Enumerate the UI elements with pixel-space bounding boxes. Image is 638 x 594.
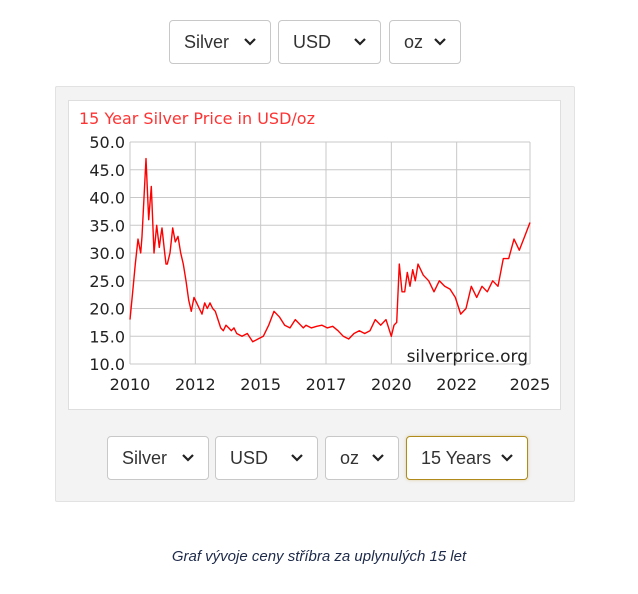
x-tick-label: 2020: [371, 375, 412, 394]
x-tick-label: 2015: [240, 375, 281, 394]
y-tick-label: 45.0: [89, 161, 125, 180]
chart-watermark: silverprice.org: [407, 347, 528, 367]
x-tick-label: 2017: [306, 375, 347, 394]
y-axis-ticks: 10.0 15.0 20.0 25.0 30.0 35.0 40.0 45.0 50.0: [89, 133, 125, 374]
chart-caption: Graf vývoje ceny stříbra za uplynulých 1…: [171, 548, 467, 565]
chevron-down-icon: [372, 454, 384, 462]
metal-select-top[interactable]: Silver: [169, 20, 271, 64]
y-tick-label: 50.0: [89, 133, 125, 152]
currency-select-bottom-value: USD: [230, 447, 269, 468]
period-select-value: 15 Years: [421, 447, 492, 468]
chevron-down-icon: [354, 38, 366, 46]
chevron-down-icon: [182, 454, 194, 462]
y-tick-label: 30.0: [89, 244, 125, 263]
x-tick-label: 2025: [510, 375, 551, 394]
unit-select-top-value: oz: [404, 31, 424, 52]
currency-select-top[interactable]: USD: [278, 20, 381, 64]
currency-select-bottom[interactable]: USD: [215, 436, 318, 480]
y-tick-label: 35.0: [89, 216, 125, 235]
chevron-down-icon: [501, 454, 513, 462]
y-tick-label: 10.0: [89, 355, 125, 374]
metal-select-bottom-value: Silver: [122, 447, 168, 468]
x-axis-ticks: 2010 2012 2015 2017 2020 2022 2025: [110, 375, 551, 394]
chevron-down-icon: [244, 38, 256, 46]
x-tick-label: 2012: [175, 375, 216, 394]
chart-container: 15 Year Silver Price in USD/oz 10.0 15.0 2…: [68, 100, 561, 410]
series-line: [129, 157, 531, 343]
unit-select-bottom[interactable]: oz: [325, 436, 399, 480]
metal-select-bottom[interactable]: Silver: [107, 436, 209, 480]
period-select[interactable]: 15 Years: [406, 436, 528, 480]
x-tick-label: 2022: [436, 375, 477, 394]
price-chart: 15 Year Silver Price in USD/oz 10.0 15.0 2…: [79, 109, 551, 394]
chart-grid: [129, 141, 531, 365]
chevron-down-icon: [434, 38, 446, 46]
unit-select-top[interactable]: oz: [389, 20, 461, 64]
chart-title: 15 Year Silver Price in USD/oz: [79, 109, 315, 128]
y-tick-label: 25.0: [89, 272, 125, 291]
unit-select-bottom-value: oz: [340, 447, 360, 468]
y-tick-label: 15.0: [89, 327, 125, 346]
metal-select-top-value: Silver: [184, 31, 230, 52]
y-tick-label: 40.0: [89, 189, 125, 208]
x-tick-label: 2010: [110, 375, 151, 394]
y-tick-label: 20.0: [89, 300, 125, 319]
chevron-down-icon: [291, 454, 303, 462]
currency-select-top-value: USD: [293, 31, 332, 52]
